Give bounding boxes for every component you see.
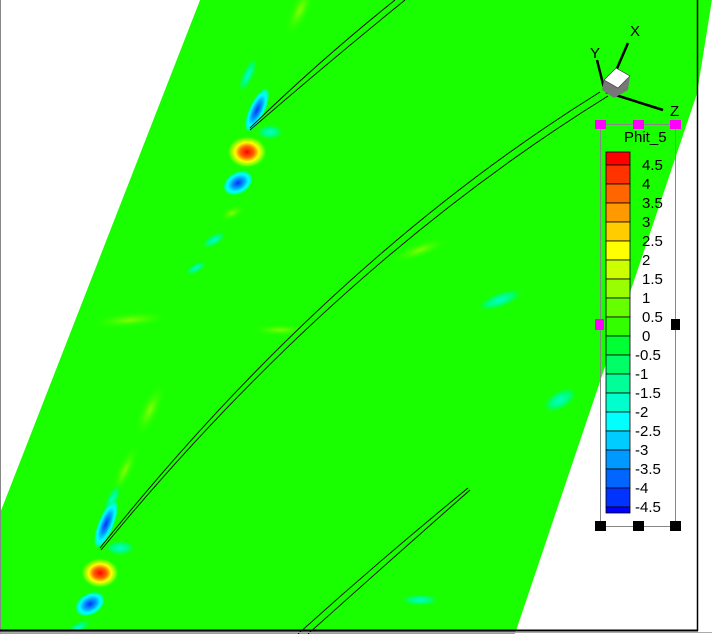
legend-level-label: -3 [635,442,648,459]
legend-color-band [605,430,631,451]
legend-color-band [605,487,631,508]
legend-color-band [605,449,631,470]
legend-level-label: 0 [642,328,650,345]
legend-color-band [605,151,631,166]
contour-region [90,311,170,329]
blades [99,0,609,634]
legend-level-label: -1.5 [635,385,661,402]
contour-region [134,382,166,438]
contour-region [476,288,524,312]
legend-level-label: 4.5 [642,157,663,174]
contour-region [104,540,136,556]
legend-level-label: -1 [635,366,648,383]
legend-color-band [605,392,631,413]
legend-level-label: 4 [642,176,650,193]
contour-region [201,231,227,249]
legend-color-band [605,164,631,185]
legend-level-label: 0.5 [642,309,663,326]
legend-color-band [605,259,631,280]
legend-level-label: 3 [642,214,650,231]
legend-level-label: -2 [635,404,648,421]
legend-level-label: 3.5 [642,195,663,212]
contour-region [111,444,139,496]
legend-level-label: -4 [635,480,648,497]
legend-color-band [605,373,631,394]
contour-region [93,499,119,549]
legend-color-band [605,240,631,261]
legend-color-band [605,335,631,356]
contour-region [237,56,259,94]
legend-color-band [605,316,631,337]
axis-z-label: Z [670,103,679,120]
contour-region [223,170,253,196]
legend-color-band [605,221,631,242]
contour-region [541,386,579,414]
legend-level-label: 1 [642,290,650,307]
contour-region [244,87,270,133]
blade-outline [249,0,396,129]
legend-color-band [605,183,631,204]
blade-outline [307,489,471,634]
legend-level-label: -3.5 [635,461,661,478]
contour-region [250,324,310,336]
contour-region [81,558,119,588]
contour-region [75,591,105,617]
blade-outline [297,487,469,634]
contour-region [218,204,246,222]
legend-level-label: -4.5 [635,499,661,516]
legend-color-band [605,278,631,299]
blade-outline [100,95,609,551]
contour-region [185,260,207,276]
contour-region [391,237,449,263]
axis-x-label: X [630,23,640,40]
legend-color-band [605,297,631,318]
legend-level-label: 2 [642,252,650,269]
contour-region [227,136,267,168]
legend-color-band [605,468,631,489]
legend-color-band [605,202,631,223]
contour-region [256,124,284,140]
legend-color-band [605,506,631,514]
legend[interactable]: Phit_5 4.5 4 3.5 3 2.5 2 1.5 1 0.5 0 -0.5 -1 -1.5 -2 -… [595,120,681,531]
blade-outline [249,0,406,131]
legend-level-label: -0.5 [635,347,661,364]
legend-color-band [605,354,631,375]
legend-title: Phit_5 [624,129,667,146]
legend-handles[interactable] [595,120,681,531]
legend-level-label: 2.5 [642,233,663,250]
blade-outline [99,91,601,549]
contour-region [284,0,316,38]
legend-level-label: 1.5 [642,271,663,288]
legend-color-band [605,411,631,432]
legend-level-label: -2.5 [635,423,661,440]
axes-triad: X Y Z [590,23,679,120]
axis-y-label: Y [590,45,600,62]
contour-region [400,594,440,606]
